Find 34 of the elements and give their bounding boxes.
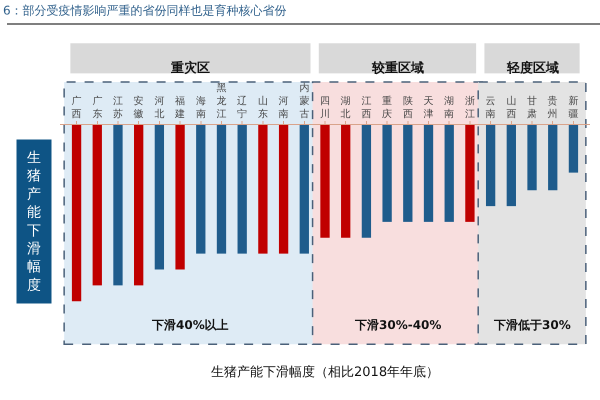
- band-label: 较重区域: [371, 60, 424, 76]
- x-tick-label: 四川: [320, 96, 330, 120]
- x-tick-label: 河北: [154, 95, 164, 120]
- x-tick-label: 江西: [361, 95, 372, 120]
- x-tick-label: 贵州: [548, 95, 558, 120]
- x-tick-label: 江苏: [112, 95, 123, 120]
- x-axis-title: 生猪产能下滑幅度（相比2018年年底）: [211, 364, 440, 380]
- x-tick-label: 内蒙古: [299, 82, 310, 120]
- x-tick-label: 广西: [72, 95, 82, 120]
- text: 下滑40%以上: [151, 318, 229, 332]
- x-tick-label: 山西: [506, 95, 516, 120]
- chart-title: 6：部分受疫情影响严重的省份同样也是育种核心省份: [3, 3, 287, 18]
- x-tick-label: 山东: [258, 95, 268, 120]
- x-tick-label: 浙江: [464, 95, 475, 120]
- x-tick-label: 黑龙江: [216, 83, 226, 120]
- x-tick-label: 陕西: [402, 95, 413, 120]
- x-tick-label: 河南: [278, 95, 289, 120]
- band-label: 重灾区: [170, 60, 210, 76]
- x-tick-label: 天津: [424, 96, 434, 120]
- x-tick-label: 重庆: [382, 95, 392, 120]
- text: 下滑30%-40%: [354, 318, 442, 332]
- x-tick-label: 福建: [174, 95, 186, 120]
- x-tick-label: 云南: [486, 96, 496, 120]
- y-axis-title: 生猪产能下滑幅度: [27, 150, 41, 294]
- text: 下滑低于30%: [493, 318, 571, 332]
- x-tick-label: 新疆: [568, 95, 578, 120]
- x-tick-label: 广东: [92, 95, 102, 120]
- x-tick-label: 安徽: [134, 95, 144, 120]
- x-tick-label: 辽宁: [237, 95, 248, 120]
- x-tick-label: 海南: [196, 95, 206, 120]
- x-tick-label: 甘肃: [527, 95, 538, 120]
- x-tick-label: 湖北: [340, 95, 351, 120]
- x-tick-label: 湖南: [444, 95, 454, 120]
- band-label: 轻度区域: [506, 60, 559, 76]
